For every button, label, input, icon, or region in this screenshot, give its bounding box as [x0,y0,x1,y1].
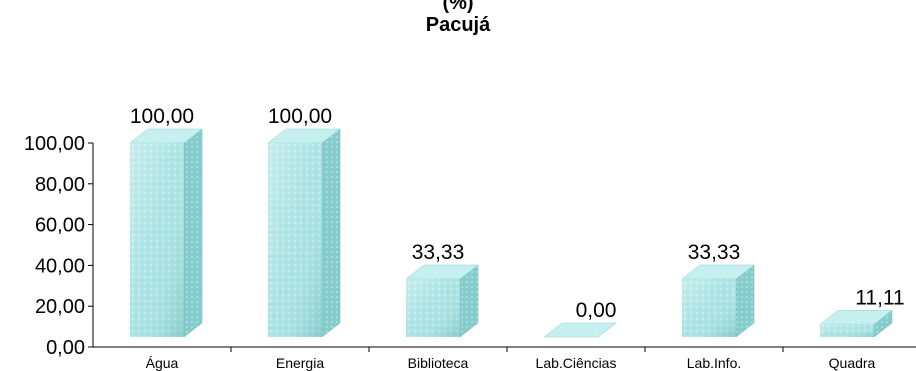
bar-top-face [543,322,617,338]
bar-value-label: 100,00 [130,105,194,128]
chart-subtitle: Pacujá [425,14,491,36]
bar-value-label: 33,33 [412,241,465,264]
bar-3d [405,264,479,338]
bar-3d [681,264,755,338]
x-category-label: Quadra [829,355,876,371]
bar-value-label: 0,00 [576,299,617,322]
bar-3d [543,322,617,338]
y-tick-label: 20,00 [35,296,85,318]
x-category-label: Lab.Ciências [536,355,617,371]
bar-side-face [321,128,341,338]
x-category-label: Biblioteca [408,355,469,371]
bar-side-face [183,128,203,338]
chart-title: (%) [442,0,474,14]
y-tick-label: 0,00 [46,337,85,359]
bar-front-shade [268,143,322,337]
bar-front-shade [682,279,736,337]
bar-value-label: 11,11 [855,286,904,309]
bar-3d [129,128,203,338]
bar-3d [819,309,893,338]
bar-front-shade [130,143,184,337]
bar-front-shade [820,324,874,337]
y-tick-label: 60,00 [35,215,85,237]
y-tick-label: 40,00 [35,255,85,277]
x-category-label: Lab.Info. [687,355,742,371]
bar-value-label: 100,00 [268,105,332,128]
y-tick-label: 80,00 [35,174,85,196]
bar-value-label: 33,33 [688,241,741,264]
y-tick-label: 100,00 [24,133,85,155]
x-category-label: Água [146,355,179,371]
bar-3d [267,128,341,338]
x-category-label: Energia [276,355,324,371]
bar-front-shade [406,279,460,337]
